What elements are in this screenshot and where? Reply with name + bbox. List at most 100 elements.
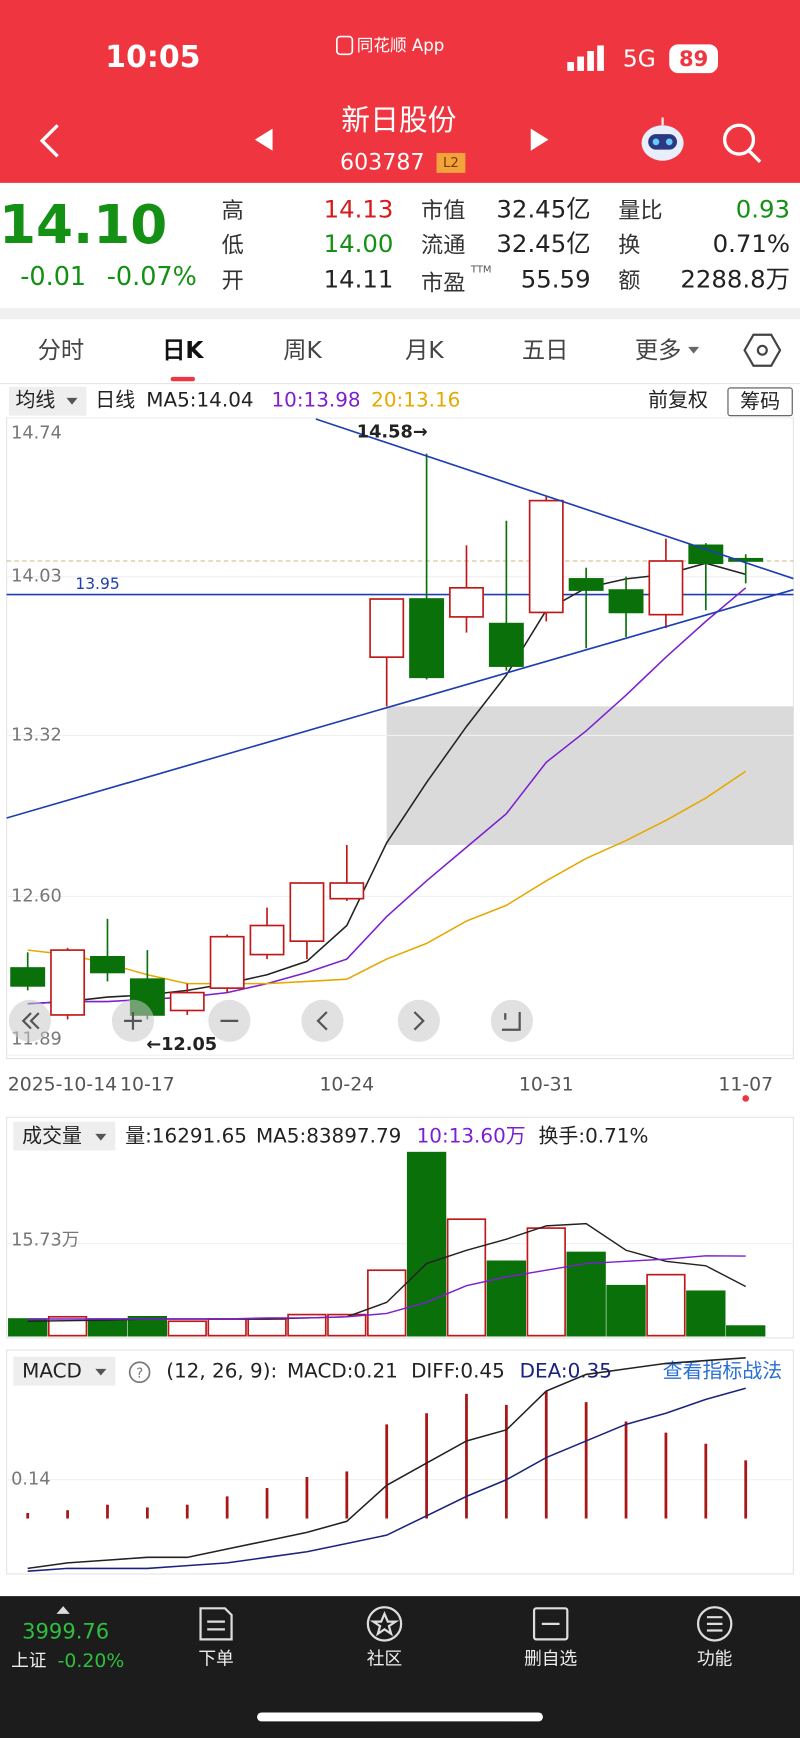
candle-body [728, 557, 764, 562]
back-button[interactable] [39, 124, 59, 158]
volume-bar [686, 1290, 726, 1337]
app-icon [336, 35, 354, 56]
macd-params: (12, 26, 9): [166, 1359, 277, 1383]
candle-body [209, 935, 245, 989]
quote-label: 低 [222, 233, 244, 259]
assistant-icon[interactable] [641, 117, 684, 161]
dropdown-arrow [95, 1368, 107, 1376]
candle-body [50, 949, 86, 1016]
candle-body [648, 560, 684, 616]
volume-bar [247, 1318, 287, 1337]
prev-stock[interactable] [254, 128, 273, 151]
volume-bar [167, 1320, 207, 1337]
volume-menu[interactable]: 成交量 [22, 1124, 82, 1148]
volume-legend: 换手:0.71% [539, 1124, 649, 1148]
tab[interactable]: 月K [405, 337, 444, 364]
nav-item[interactable]: 功能 [697, 1648, 733, 1669]
candle-body [369, 598, 405, 658]
quote-value: 2288.8万 [680, 264, 790, 293]
dropdown-arrow [95, 1133, 107, 1141]
volume-bar [207, 1318, 247, 1337]
volume-bar [566, 1251, 606, 1337]
today-dot [742, 1095, 750, 1102]
level: L2 [443, 156, 459, 171]
settings-icon[interactable] [743, 333, 782, 367]
volume-bar [287, 1313, 327, 1337]
macd-chart: 0.14 [6, 1357, 794, 1572]
volume-legend: 量:16291.65 [125, 1124, 247, 1148]
candle-body [688, 544, 724, 565]
volume-legend: MA5:83897.79 [256, 1124, 401, 1148]
dropdown-arrow [688, 346, 700, 354]
chips[interactable]: 筹码 [740, 389, 780, 413]
quote-label: 开 [222, 268, 244, 294]
volume-bar [127, 1315, 168, 1337]
volume-bar [446, 1218, 487, 1337]
help-icon[interactable] [128, 1361, 151, 1384]
quote-value: 14.11 [324, 264, 394, 293]
nav-item[interactable]: 删自选 [524, 1648, 577, 1669]
y-tick-label: 14.03 [11, 567, 62, 587]
nav-item[interactable]: 下单 [198, 1648, 233, 1669]
step-right-button[interactable] [397, 999, 440, 1042]
period: 日线 [95, 388, 135, 412]
index-value[interactable]: 3999.76 [22, 1619, 109, 1644]
macd-line [27, 1357, 746, 1570]
tab[interactable]: 五日 [522, 337, 569, 364]
divider [0, 308, 800, 320]
index-pct: -0.20% [58, 1651, 125, 1672]
search-icon[interactable] [722, 123, 762, 164]
battery [669, 44, 719, 74]
macd-menu[interactable]: MACD [22, 1359, 82, 1383]
volume-frame [6, 1116, 794, 1339]
quote-label-sup: TTM [470, 264, 492, 275]
app-name: 同花顺 App [357, 36, 445, 55]
settings-icon-dot [756, 344, 768, 356]
x-tick-label: 11-07 [718, 1075, 773, 1096]
level-badge [436, 152, 466, 173]
macd-line [27, 1387, 746, 1572]
adjust[interactable]: 前复权 [648, 388, 708, 412]
expand-arrow[interactable] [56, 1606, 70, 1614]
y-tick-label: 14.74 [11, 423, 62, 443]
candle-body [568, 578, 604, 591]
candle-body [608, 589, 644, 614]
nav-icons [199, 1606, 733, 1642]
candle-body [449, 586, 484, 618]
quote-label: 量比 [618, 198, 662, 224]
step-left-button[interactable] [301, 999, 344, 1042]
control-glyphs [21, 1011, 521, 1031]
volume-bar [646, 1273, 686, 1337]
nav-item[interactable]: 社区 [367, 1648, 402, 1669]
tab-active[interactable]: 日K [162, 337, 204, 364]
tab[interactable]: 分时 [38, 337, 85, 364]
candle-body [528, 499, 564, 614]
candle-body [10, 967, 46, 987]
quote-value: 32.45亿 [496, 229, 590, 258]
tab[interactable]: 更多 [635, 337, 682, 364]
candle-body [90, 955, 125, 974]
volume-legend: 10:13.60万 [417, 1124, 526, 1148]
quote-value: 55.59 [521, 264, 591, 293]
chips-button[interactable] [727, 387, 793, 417]
quote-label: 高 [222, 198, 244, 224]
ma-menu[interactable]: 均线 [16, 388, 56, 412]
y-tick-label: 15.73万 [11, 1230, 79, 1250]
y-tick-label: 12.60 [11, 886, 62, 906]
last-price: 14.10 [0, 194, 167, 256]
tab[interactable]: 周K [283, 337, 322, 364]
next-stock[interactable] [530, 128, 549, 151]
candle-body [169, 991, 205, 1012]
quote-value: 0.71% [713, 229, 790, 258]
home-indicator [257, 1712, 543, 1722]
volume-bar [606, 1284, 646, 1337]
candle-body [409, 598, 445, 679]
index-name: 上证 [11, 1651, 47, 1672]
high-annotation: 14.58→ [357, 422, 428, 442]
x-tick-label: 10-31 [519, 1075, 574, 1096]
fullscreen-button[interactable] [490, 999, 533, 1042]
quote-value: 32.45亿 [496, 195, 590, 224]
